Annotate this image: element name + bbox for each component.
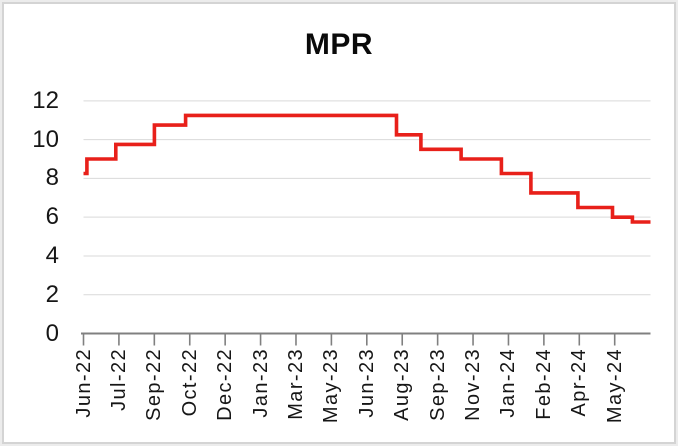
x-axis-tick-label: Sep-22 — [143, 348, 166, 421]
x-axis-tick-label: Jan-24 — [497, 348, 520, 418]
y-axis-tick-label: 10 — [32, 125, 59, 153]
x-axis-tick-label: Aug-23 — [391, 348, 414, 421]
x-axis-tick-label: May-24 — [603, 348, 626, 424]
x-axis-tick-label: Mar-23 — [284, 348, 307, 420]
y-axis-tick-label: 0 — [45, 319, 59, 347]
mpr-step-line-series — [83, 113, 651, 224]
x-axis-tick-label: Jan-23 — [249, 348, 272, 418]
x-axis-tick-label: Jun-23 — [355, 348, 378, 418]
x-axis-tick-label: Oct-22 — [178, 348, 201, 417]
y-axis-tick-label: 12 — [32, 86, 59, 114]
y-axis-tick-label: 2 — [45, 280, 59, 308]
x-axis-tick-label: Sep-23 — [426, 348, 449, 421]
x-axis-tick-label: Nov-23 — [462, 348, 485, 421]
x-axis-tick-label: May-23 — [320, 348, 343, 424]
chart-title: MPR — [304, 28, 374, 61]
y-axis-tick-label: 4 — [45, 241, 59, 269]
x-axis-tick-label: Dec-22 — [214, 348, 237, 421]
x-axis-tick-label: Apr-24 — [568, 348, 591, 417]
y-axis-tick-label: 8 — [45, 164, 59, 192]
x-axis-tick-label: Jul-22 — [107, 348, 130, 411]
x-axis-tick-label: Feb-24 — [532, 348, 555, 420]
x-axis-tick-label: Jun-22 — [72, 348, 95, 418]
y-axis-tick-label: 6 — [45, 203, 59, 231]
